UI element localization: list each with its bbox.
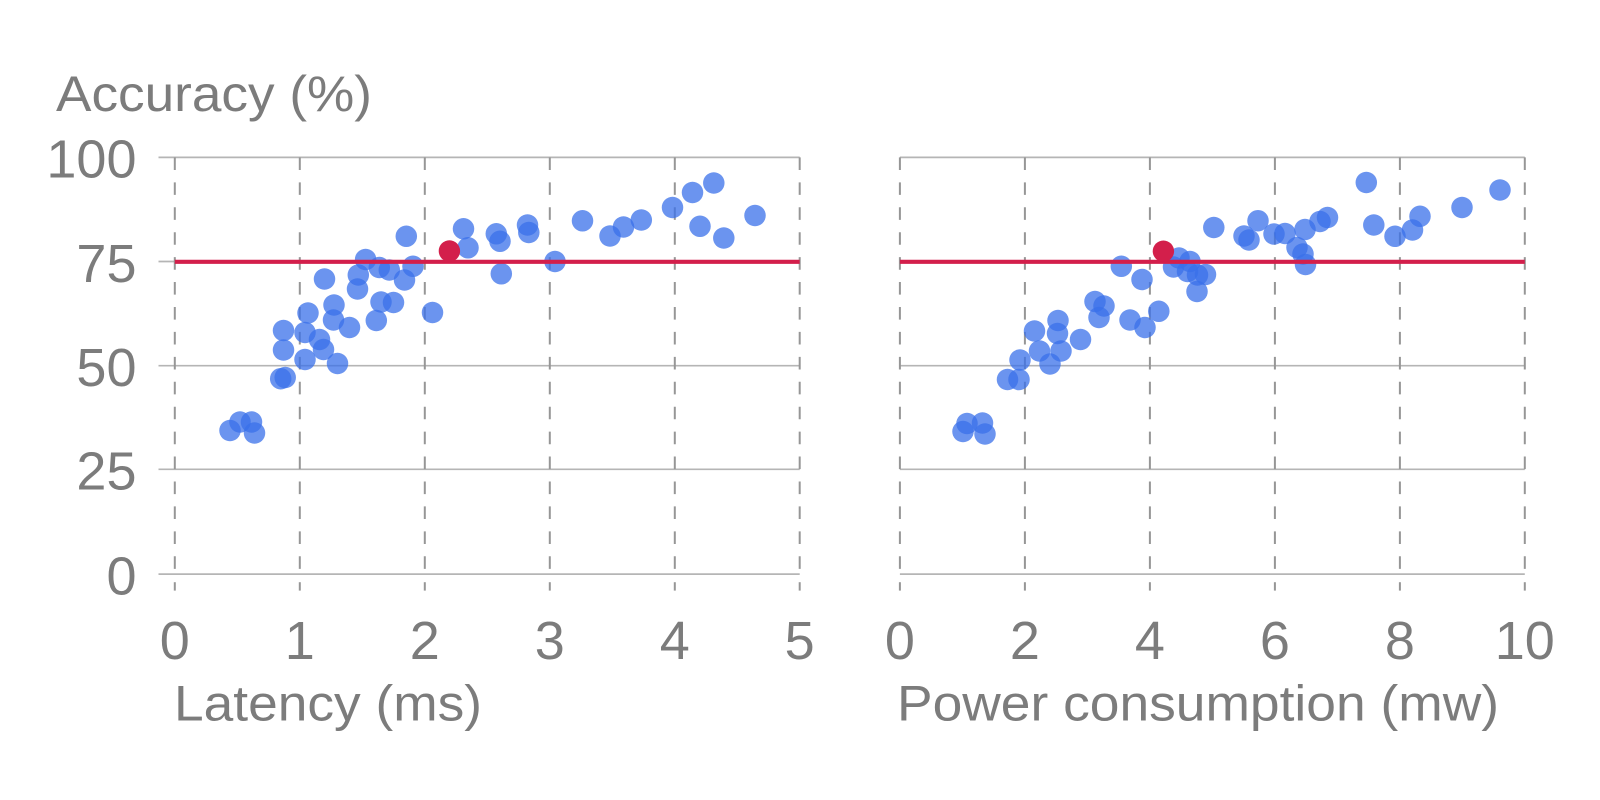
svg-text:100: 100: [46, 130, 136, 190]
svg-text:75: 75: [76, 234, 136, 294]
svg-text:3: 3: [535, 611, 565, 671]
svg-text:4: 4: [1135, 611, 1165, 671]
svg-text:2: 2: [410, 611, 440, 671]
svg-text:4: 4: [660, 611, 690, 671]
svg-text:0: 0: [106, 546, 136, 606]
svg-text:0: 0: [160, 611, 190, 671]
svg-text:6: 6: [1260, 611, 1290, 671]
svg-text:50: 50: [76, 338, 136, 398]
svg-text:Accuracy (%): Accuracy (%): [56, 66, 372, 122]
svg-text:10: 10: [1495, 611, 1555, 671]
svg-text:Latency (ms): Latency (ms): [174, 676, 482, 732]
svg-text:8: 8: [1385, 611, 1415, 671]
svg-text:0: 0: [885, 611, 915, 671]
svg-text:25: 25: [76, 442, 136, 502]
svg-text:Power consumption (mw): Power consumption (mw): [897, 676, 1499, 732]
svg-text:2: 2: [1010, 611, 1040, 671]
svg-text:1: 1: [285, 611, 315, 671]
svg-text:5: 5: [785, 611, 815, 671]
